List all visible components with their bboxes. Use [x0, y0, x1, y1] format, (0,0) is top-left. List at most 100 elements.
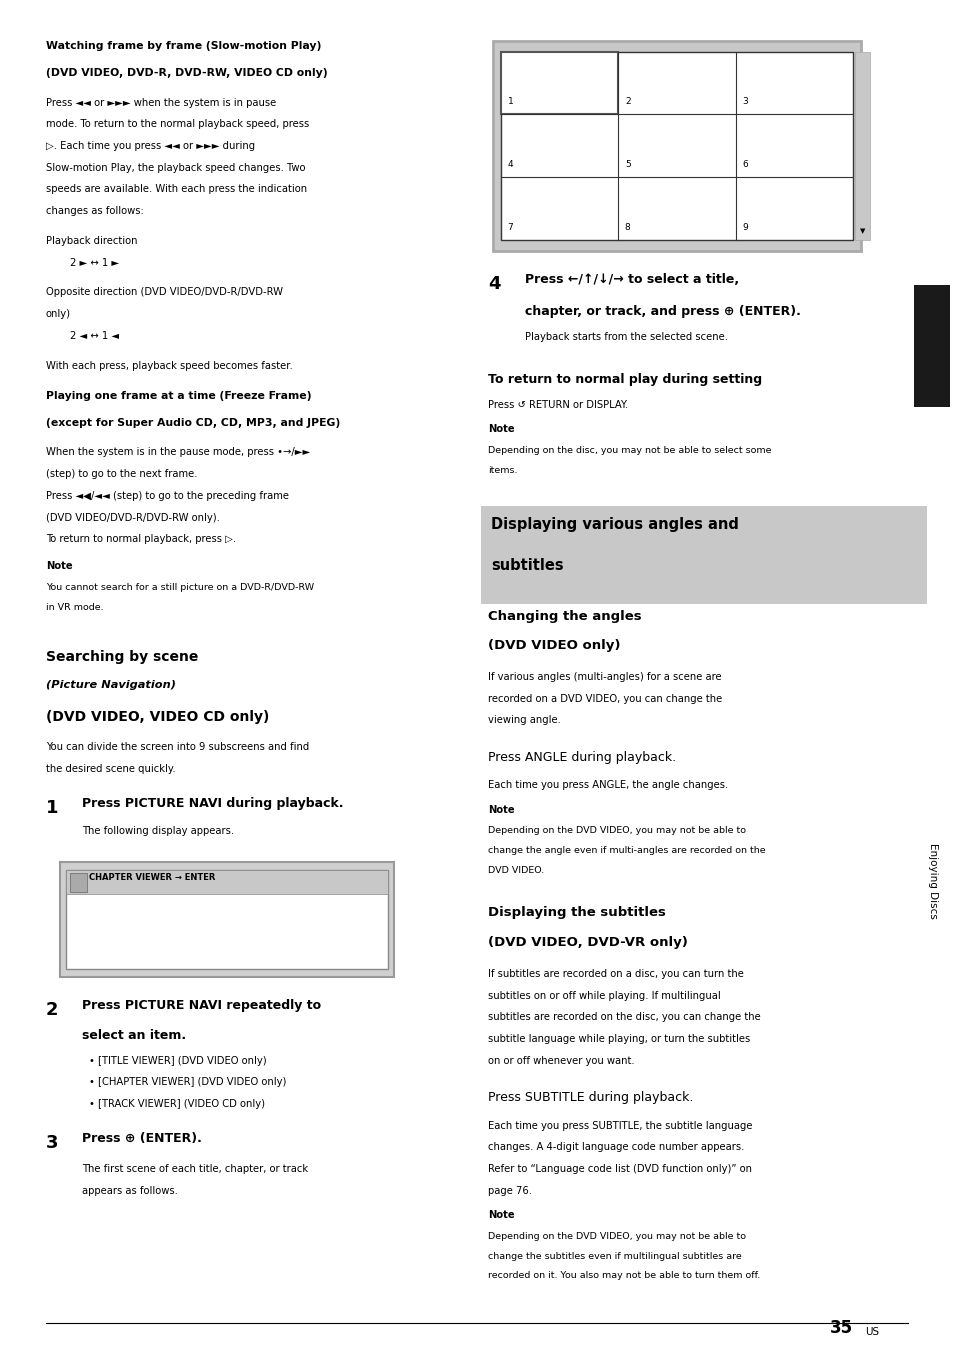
Text: Note: Note — [488, 805, 515, 815]
Text: ▼: ▼ — [859, 229, 864, 235]
Text: Press ⊕ (ENTER).: Press ⊕ (ENTER). — [82, 1132, 202, 1144]
Text: Press PICTURE NAVI during playback.: Press PICTURE NAVI during playback. — [82, 797, 343, 810]
Bar — [60, 862, 394, 978]
Text: Each time you press ANGLE, the angle changes.: Each time you press ANGLE, the angle cha… — [488, 781, 728, 791]
Text: page 76.: page 76. — [488, 1186, 532, 1196]
Text: If subtitles are recorded on a disc, you can turn the: If subtitles are recorded on a disc, you… — [488, 970, 743, 979]
Text: Playback direction: Playback direction — [46, 236, 137, 245]
Text: You can divide the screen into 9 subscreens and find: You can divide the screen into 9 subscre… — [46, 743, 309, 753]
Text: DVD VIDEO.: DVD VIDEO. — [488, 866, 544, 875]
Text: (DVD VIDEO only): (DVD VIDEO only) — [488, 640, 620, 652]
Text: Searching by scene: Searching by scene — [46, 651, 198, 664]
Text: the desired scene quickly.: the desired scene quickly. — [46, 765, 175, 774]
Text: ▷. Each time you press ◄◄ or ►►► during: ▷. Each time you press ◄◄ or ►►► during — [46, 141, 254, 151]
Text: • [TITLE VIEWER] (DVD VIDEO only): • [TITLE VIEWER] (DVD VIDEO only) — [89, 1056, 266, 1066]
Text: changes. A 4-digit language code number appears.: changes. A 4-digit language code number … — [488, 1143, 744, 1153]
Text: Playing one frame at a time (Freeze Frame): Playing one frame at a time (Freeze Fram… — [46, 391, 311, 400]
Text: select an item.: select an item. — [82, 1029, 186, 1041]
Bar — [66, 871, 388, 895]
Text: mode. To return to the normal playback speed, press: mode. To return to the normal playback s… — [46, 119, 309, 129]
Text: (step) to go to the next frame.: (step) to go to the next frame. — [46, 469, 197, 479]
Text: 3: 3 — [741, 98, 747, 106]
Text: To return to normal play during setting: To return to normal play during setting — [488, 373, 761, 386]
Text: 2: 2 — [46, 1002, 58, 1020]
Text: in VR mode.: in VR mode. — [46, 603, 103, 612]
Text: If various angles (multi-angles) for a scene are: If various angles (multi-angles) for a s… — [488, 673, 721, 682]
Bar — [66, 871, 388, 970]
Bar — [70, 873, 87, 892]
Text: change the subtitles even if multilingual subtitles are: change the subtitles even if multilingua… — [488, 1252, 741, 1261]
Text: (except for Super Audio CD, CD, MP3, and JPEG): (except for Super Audio CD, CD, MP3, and… — [46, 418, 339, 427]
Text: (DVD VIDEO, DVD-R, DVD-RW, VIDEO CD only): (DVD VIDEO, DVD-R, DVD-RW, VIDEO CD only… — [46, 68, 327, 77]
Text: • [CHAPTER VIEWER] (DVD VIDEO only): • [CHAPTER VIEWER] (DVD VIDEO only) — [89, 1078, 286, 1088]
Text: recorded on it. You also may not be able to turn them off.: recorded on it. You also may not be able… — [488, 1272, 760, 1280]
Text: Press ANGLE during playback.: Press ANGLE during playback. — [488, 751, 676, 763]
Text: 5: 5 — [624, 160, 630, 170]
Text: 2 ► ↔ 1 ►: 2 ► ↔ 1 ► — [70, 258, 118, 267]
Text: only): only) — [46, 309, 71, 319]
Text: viewing angle.: viewing angle. — [488, 716, 560, 725]
Text: To return to normal playback, press ▷.: To return to normal playback, press ▷. — [46, 534, 235, 544]
Text: Depending on the DVD VIDEO, you may not be able to: Depending on the DVD VIDEO, you may not … — [488, 1233, 745, 1241]
Text: change the angle even if multi-angles are recorded on the: change the angle even if multi-angles ar… — [488, 846, 765, 856]
Bar — [913, 285, 949, 407]
Text: You cannot search for a still picture on a DVD-R/DVD-RW: You cannot search for a still picture on… — [46, 583, 314, 593]
Text: subtitles are recorded on the disc, you can change the: subtitles are recorded on the disc, you … — [488, 1013, 760, 1022]
Text: Press PICTURE NAVI repeatedly to: Press PICTURE NAVI repeatedly to — [82, 999, 321, 1012]
Text: 4: 4 — [488, 275, 500, 293]
Text: (DVD VIDEO/DVD-R/DVD-RW only).: (DVD VIDEO/DVD-R/DVD-RW only). — [46, 513, 219, 522]
Bar — [500, 52, 618, 114]
Text: 9: 9 — [741, 222, 747, 232]
Text: 2 ◄ ↔ 1 ◄: 2 ◄ ↔ 1 ◄ — [70, 331, 118, 340]
Text: chapter, or track, and press ⊕ (ENTER).: chapter, or track, and press ⊕ (ENTER). — [524, 305, 800, 319]
Text: 1: 1 — [46, 800, 58, 818]
Bar — [500, 52, 852, 240]
Text: Press SUBTITLE during playback.: Press SUBTITLE during playback. — [488, 1092, 693, 1104]
Text: recorded on a DVD VIDEO, you can change the: recorded on a DVD VIDEO, you can change … — [488, 694, 722, 704]
Text: Press ↺ RETURN or DISPLAY.: Press ↺ RETURN or DISPLAY. — [488, 400, 628, 410]
Text: 7: 7 — [507, 222, 513, 232]
Text: Depending on the DVD VIDEO, you may not be able to: Depending on the DVD VIDEO, you may not … — [488, 827, 745, 835]
Text: 2: 2 — [624, 98, 630, 106]
Text: The following display appears.: The following display appears. — [82, 827, 233, 837]
Text: 1: 1 — [507, 98, 513, 106]
Text: items.: items. — [488, 466, 517, 475]
Text: Each time you press SUBTITLE, the subtitle language: Each time you press SUBTITLE, the subtit… — [488, 1121, 752, 1131]
Text: 35: 35 — [829, 1319, 852, 1337]
Text: Note: Note — [488, 424, 515, 434]
Text: Displaying the subtitles: Displaying the subtitles — [488, 907, 665, 919]
Text: (Picture Navigation): (Picture Navigation) — [46, 681, 175, 690]
Text: subtitles: subtitles — [491, 559, 563, 574]
Text: Enjoying Discs: Enjoying Discs — [927, 843, 937, 919]
Text: subtitle language while playing, or turn the subtitles: subtitle language while playing, or turn… — [488, 1035, 750, 1044]
Text: subtitles on or off while playing. If multilingual: subtitles on or off while playing. If mu… — [488, 991, 720, 1001]
Text: Slow-motion Play, the playback speed changes. Two: Slow-motion Play, the playback speed cha… — [46, 163, 305, 172]
Text: When the system is in the pause mode, press •→/►►: When the system is in the pause mode, pr… — [46, 447, 310, 457]
Text: US: US — [864, 1328, 879, 1337]
Text: on or off whenever you want.: on or off whenever you want. — [488, 1056, 635, 1066]
Text: 6: 6 — [741, 160, 747, 170]
Text: 8: 8 — [624, 222, 630, 232]
Text: Changing the angles: Changing the angles — [488, 610, 641, 622]
Text: Displaying various angles and: Displaying various angles and — [491, 518, 739, 533]
Text: Watching frame by frame (Slow-motion Play): Watching frame by frame (Slow-motion Pla… — [46, 41, 321, 50]
Bar — [480, 507, 926, 605]
Text: With each press, playback speed becomes faster.: With each press, playback speed becomes … — [46, 361, 293, 370]
Text: changes as follows:: changes as follows: — [46, 206, 143, 216]
Text: speeds are available. With each press the indication: speeds are available. With each press th… — [46, 184, 307, 194]
Text: Press ◄◄ or ►►► when the system is in pause: Press ◄◄ or ►►► when the system is in pa… — [46, 98, 275, 107]
Text: The first scene of each title, chapter, or track: The first scene of each title, chapter, … — [82, 1165, 308, 1174]
Text: Note: Note — [46, 561, 72, 571]
Text: Opposite direction (DVD VIDEO/DVD-R/DVD-RW: Opposite direction (DVD VIDEO/DVD-R/DVD-… — [46, 287, 282, 297]
Text: Press ←/↑/↓/→ to select a title,: Press ←/↑/↓/→ to select a title, — [524, 273, 738, 286]
Text: Playback starts from the selected scene.: Playback starts from the selected scene. — [524, 332, 727, 342]
Text: (DVD VIDEO, VIDEO CD only): (DVD VIDEO, VIDEO CD only) — [46, 711, 269, 724]
Text: CHAPTER VIEWER → ENTER: CHAPTER VIEWER → ENTER — [89, 873, 214, 881]
Text: Depending on the disc, you may not be able to select some: Depending on the disc, you may not be ab… — [488, 446, 771, 456]
Text: Refer to “Language code list (DVD function only)” on: Refer to “Language code list (DVD functi… — [488, 1165, 752, 1174]
Text: 4: 4 — [507, 160, 513, 170]
Bar — [493, 41, 860, 251]
Text: • [TRACK VIEWER] (VIDEO CD only): • [TRACK VIEWER] (VIDEO CD only) — [89, 1100, 264, 1109]
Text: (DVD VIDEO, DVD-VR only): (DVD VIDEO, DVD-VR only) — [488, 937, 688, 949]
Text: Note: Note — [488, 1211, 515, 1220]
